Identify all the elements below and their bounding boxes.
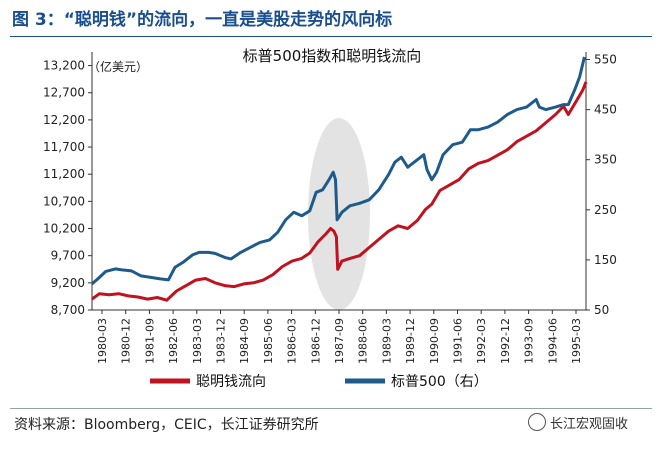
x-tick-label: 1986-03: [286, 318, 299, 364]
x-axis-ticks: 1980-03 1980-12 1981-09 1982-06 1983-03 1983-…: [96, 310, 583, 364]
right-tick-label: 450: [594, 103, 617, 117]
right-tick-label: 550: [594, 53, 617, 67]
left-tick-label: 11,700: [43, 140, 85, 154]
x-tick-label: 1995-03: [570, 318, 583, 364]
x-tick-label: 1983-03: [191, 318, 204, 364]
x-tick-label: 1989-12: [404, 318, 417, 364]
right-tick-label: 50: [594, 303, 609, 317]
chart-title: 标普500指数和聪明钱流向: [243, 47, 422, 65]
figure-label: 图 3：: [12, 10, 64, 30]
x-tick-label: 1994-06: [546, 318, 559, 364]
x-tick-label: 1981-09: [143, 318, 156, 364]
legend: 聪明钱流向 标普500（右）: [150, 374, 488, 390]
header-rule: [10, 36, 652, 37]
x-tick-label: 1992-03: [475, 318, 488, 364]
left-tick-label: 9,700: [51, 249, 85, 263]
x-tick-label: 1985-06: [262, 318, 275, 364]
source-note: 资料来源：Bloomberg，CEIC，长江证券研究所: [14, 417, 319, 433]
legend-label-smart-money: 聪明钱流向: [196, 374, 266, 390]
right-tick-label: 350: [594, 153, 617, 167]
wechat-icon: [528, 413, 546, 431]
x-tick-label: 1980-12: [120, 318, 133, 364]
x-tick-label: 1992-12: [499, 318, 512, 364]
x-tick-label: 1990-09: [428, 318, 441, 364]
left-tick-label: 10,200: [43, 222, 85, 236]
chart: 标普500指数和聪明钱流向 （亿美元） 8,700 9,200 9,700 10,20…: [43, 47, 617, 390]
x-tick-label: 1980-03: [96, 318, 109, 364]
right-tick-label: 250: [594, 203, 617, 217]
x-tick-label: 1989-03: [380, 318, 393, 364]
left-tick-label: 11,200: [43, 167, 85, 181]
left-tick-label: 10,700: [43, 194, 85, 208]
left-tick-label: 9,200: [51, 276, 85, 290]
right-axis-ticks: 50 150 250 350 450 550: [586, 53, 617, 317]
series-lines: [91, 56, 588, 302]
footer-rule: [10, 408, 652, 409]
figure-header: 图 3：“聪明钱”的流向，一直是美股走势的风向标: [12, 6, 652, 34]
left-tick-label: 8,700: [51, 303, 85, 317]
highlight-ellipse: [308, 118, 370, 310]
x-tick-label: 1988-06: [357, 318, 370, 364]
watermark-text: 长江宏观固收: [550, 417, 629, 432]
x-tick-label: 1983-12: [215, 318, 228, 364]
watermark: 长江宏观固收: [528, 412, 628, 438]
x-tick-label: 1984-09: [238, 318, 251, 364]
figure-title: “聪明钱”的流向，一直是美股走势的风向标: [63, 10, 393, 30]
legend-label-sp500: 标普500（右）: [391, 374, 488, 390]
left-axis-unit: （亿美元）: [88, 59, 148, 74]
x-tick-label: 1986-12: [309, 318, 322, 364]
left-tick-label: 12,700: [43, 86, 85, 100]
left-tick-label: 13,200: [43, 59, 85, 73]
x-tick-label: 1991-06: [452, 318, 465, 364]
x-tick-label: 1987-09: [333, 318, 346, 364]
right-tick-label: 150: [594, 253, 617, 267]
left-axis-ticks: 8,700 9,200 9,700 10,200 10,700 11,200 11,700 1…: [43, 59, 92, 317]
x-tick-label: 1982-06: [167, 318, 180, 364]
sp500-line: [91, 56, 586, 286]
left-tick-label: 12,200: [43, 113, 85, 127]
smart-money-line: [91, 81, 588, 302]
x-tick-label: 1993-09: [523, 318, 536, 364]
